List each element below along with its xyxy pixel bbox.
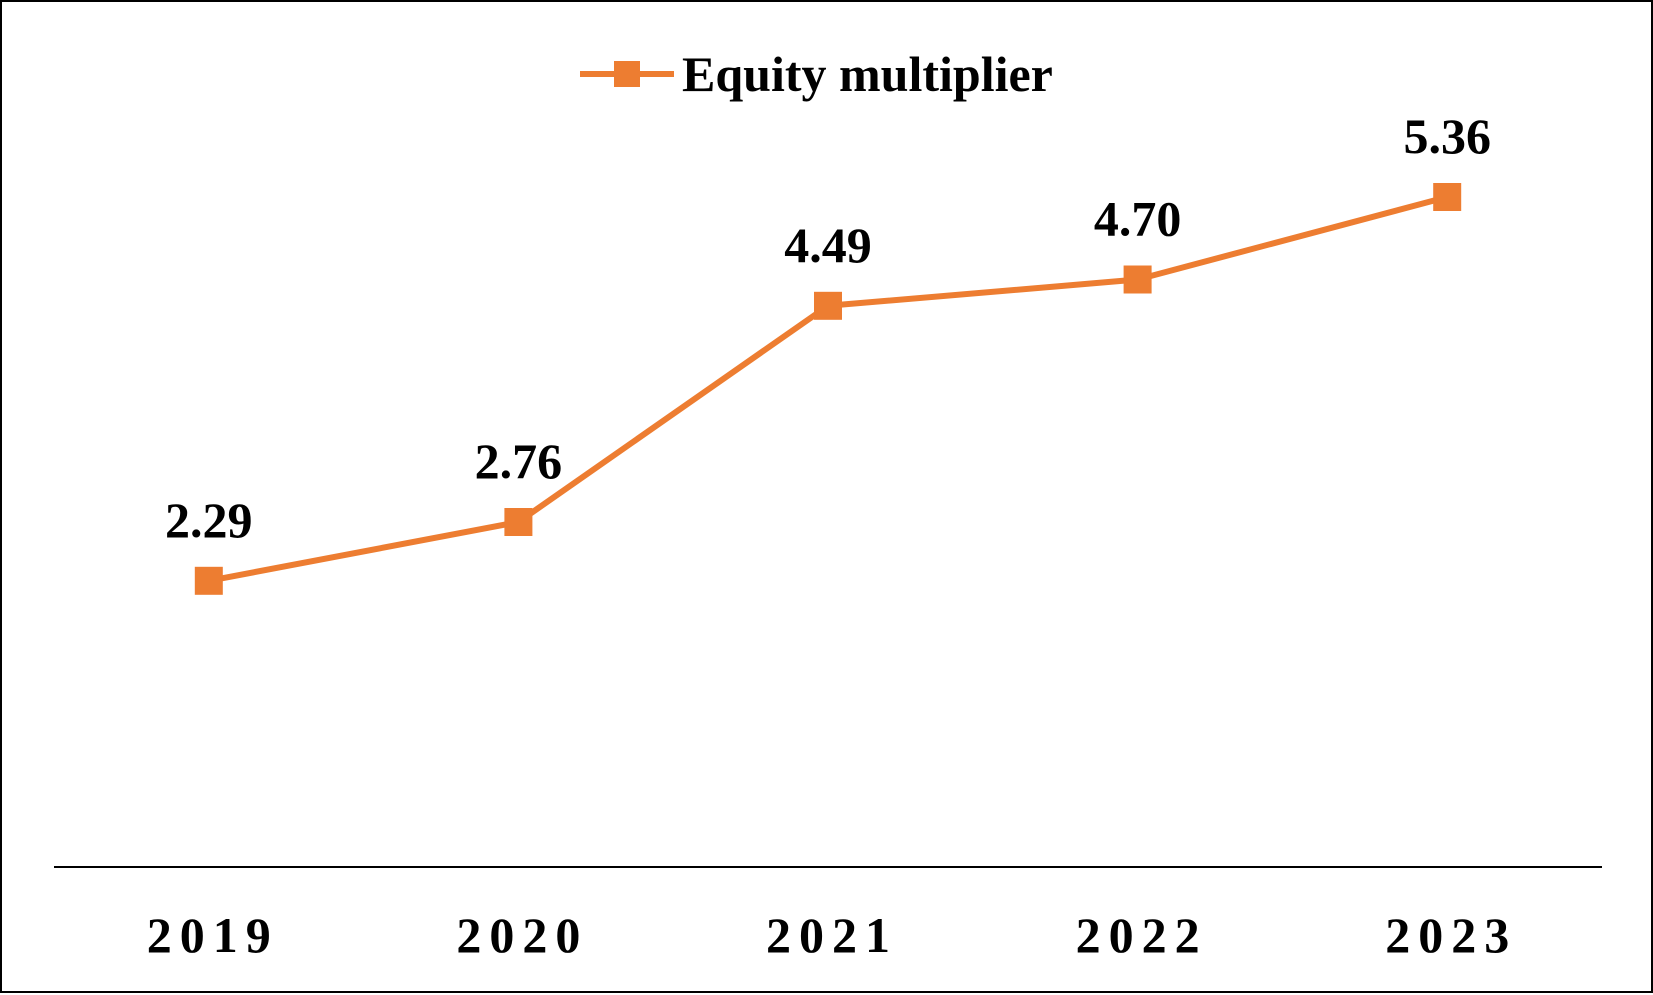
data-point-marker-2023 [1433,183,1462,211]
x-tick-label-2020: 2020 [456,907,588,963]
x-tick-label-2019: 2019 [147,907,279,963]
data-point-marker-2020 [504,508,533,536]
data-label-2019: 2.29 [165,492,253,548]
data-point-marker-2019 [194,566,223,595]
x-tick-label-2021: 2021 [766,907,898,963]
data-point-marker-2021 [814,291,842,320]
x-axis-ticks: 2019 2020 2021 2022 2023 [147,907,1517,963]
x-tick-label-2022: 2022 [1076,907,1208,963]
data-label-2023: 5.36 [1403,108,1491,164]
data-labels: 2.29 2.76 4.49 4.70 5.36 [165,108,1491,548]
legend-label: Equity multiplier [682,46,1053,102]
legend-marker-swatch [614,61,640,87]
data-label-2020: 2.76 [475,433,563,489]
legend: Equity multiplier [580,46,1053,102]
data-label-2022: 4.70 [1094,191,1182,247]
data-label-2021: 4.49 [784,217,872,273]
data-point-marker-2022 [1123,265,1152,294]
x-tick-label-2023: 2023 [1385,907,1517,963]
series-layer [194,183,1462,595]
